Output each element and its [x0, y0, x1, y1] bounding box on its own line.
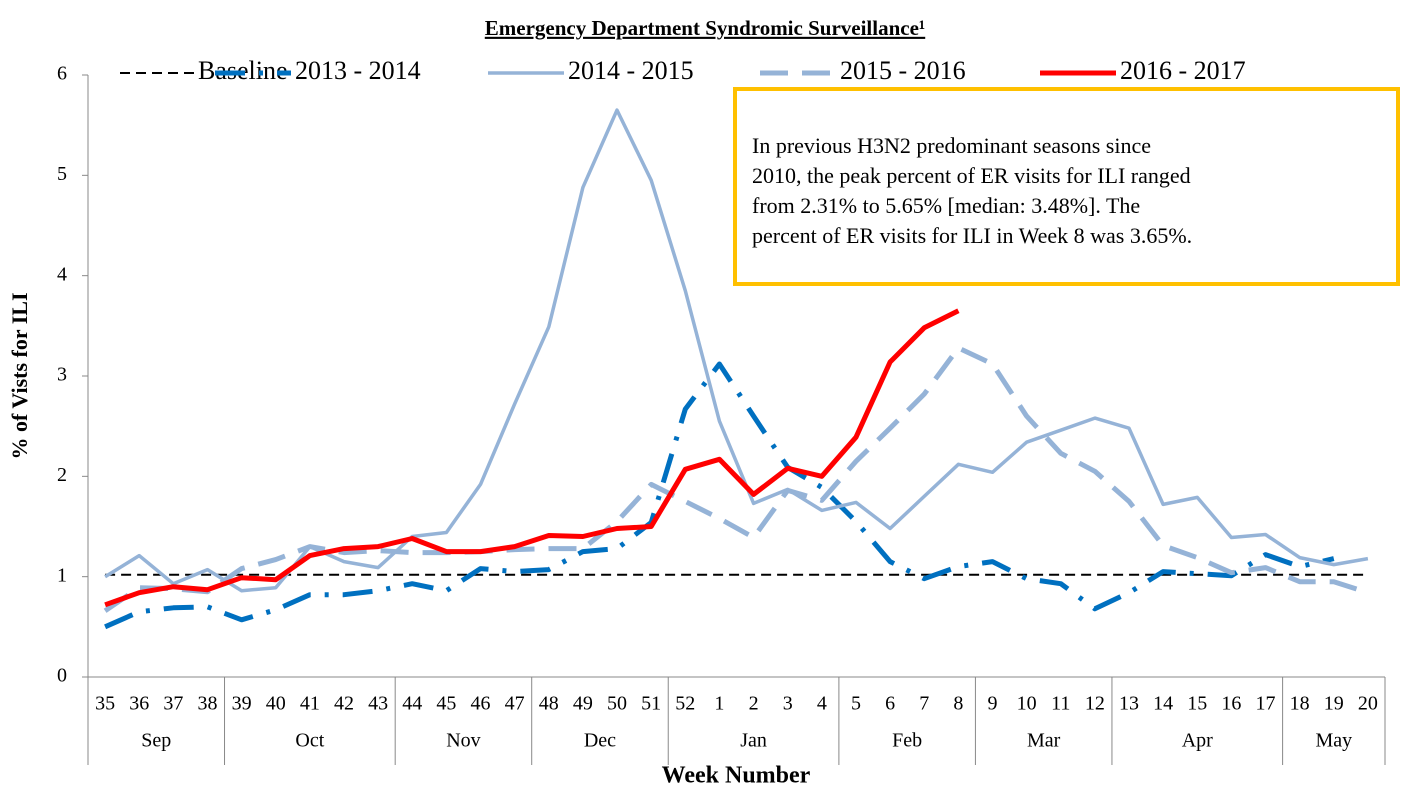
x-tick-label: 51	[641, 693, 661, 715]
x-tick-label: 19	[1324, 693, 1344, 715]
x-tick-label: 8	[953, 693, 963, 715]
x-tick-label: 3	[783, 693, 793, 715]
x-tick-label: 36	[129, 693, 149, 715]
x-tick-label: 46	[471, 693, 491, 715]
x-tick-label: 45	[436, 693, 456, 715]
x-tick-label: 48	[539, 693, 559, 715]
x-tick-label: 15	[1187, 693, 1207, 715]
x-tick-label: 13	[1119, 693, 1139, 715]
y-tick-label: 3	[57, 364, 67, 386]
annotation-text: percent of ER visits for ILI in Week 8 w…	[752, 223, 1192, 248]
legend-label: 2016 - 2017	[1120, 56, 1246, 85]
x-tick-label: 49	[573, 693, 593, 715]
x-tick-label: 37	[163, 693, 183, 715]
x-tick-label: 41	[300, 693, 320, 715]
x-tick-label: 47	[505, 693, 525, 715]
annotation-text: from 2.31% to 5.65% [median: 3.48%]. The	[752, 193, 1140, 218]
legend-label: 2015 - 2016	[840, 56, 966, 85]
series-line	[104, 361, 1335, 630]
x-tick-label: 6	[885, 693, 895, 715]
x-tick-label: 35	[95, 693, 115, 715]
group-label: Mar	[1027, 730, 1061, 752]
group-label: Jan	[740, 730, 767, 752]
chart-title: Emergency Department Syndromic Surveilla…	[485, 16, 925, 40]
x-tick-label: 10	[1017, 693, 1037, 715]
x-tick-label: 20	[1358, 693, 1378, 715]
x-tick-label: 40	[266, 693, 286, 715]
group-label: Sep	[141, 730, 171, 752]
y-tick-label: 2	[57, 464, 67, 486]
x-tick-label: 2	[749, 693, 759, 715]
x-tick-label: 14	[1153, 693, 1173, 715]
y-tick-label: 0	[57, 665, 67, 687]
legend-label: 2013 - 2014	[295, 56, 421, 85]
x-tick-label: 16	[1221, 693, 1241, 715]
x-tick-label: 43	[368, 693, 388, 715]
annotation-text: In previous H3N2 predominant seasons sin…	[752, 133, 1151, 158]
x-axis-title: Week Number	[662, 763, 811, 789]
y-axis-title: % of Vists for ILI	[7, 292, 32, 459]
x-tick-label: 11	[1051, 693, 1070, 715]
x-tick-label: 12	[1085, 693, 1105, 715]
x-tick-label: 7	[919, 693, 929, 715]
x-tick-label: 39	[232, 693, 252, 715]
y-tick-label: 5	[57, 163, 67, 185]
x-tick-label: 9	[987, 693, 997, 715]
y-tick-label: 4	[57, 263, 67, 285]
group-label: Dec	[584, 730, 616, 752]
series-line	[103, 345, 1369, 613]
x-tick-label: 5	[851, 693, 861, 715]
x-tick-label: 17	[1256, 693, 1276, 715]
x-tick-label: 18	[1290, 693, 1310, 715]
legend-label: Baseline	[198, 56, 288, 85]
series-line	[104, 308, 960, 608]
group-label: Feb	[892, 730, 922, 752]
annotation-box	[733, 87, 1400, 286]
annotation-text: 2010, the peak percent of ER visits for …	[752, 163, 1191, 188]
x-tick-label: 38	[197, 693, 217, 715]
x-tick-label: 50	[607, 693, 627, 715]
x-tick-label: 42	[334, 693, 354, 715]
x-tick-label: 52	[675, 693, 695, 715]
legend-label: 2014 - 2015	[568, 56, 694, 85]
y-tick-label: 1	[57, 564, 67, 586]
group-label: Apr	[1182, 730, 1213, 752]
x-tick-label: 4	[817, 693, 827, 715]
x-tick-label: 1	[714, 693, 724, 715]
group-label: Oct	[295, 730, 324, 752]
x-tick-label: 44	[402, 693, 422, 715]
group-label: May	[1315, 730, 1352, 752]
group-label: Nov	[446, 730, 480, 752]
y-tick-label: 6	[57, 63, 67, 85]
